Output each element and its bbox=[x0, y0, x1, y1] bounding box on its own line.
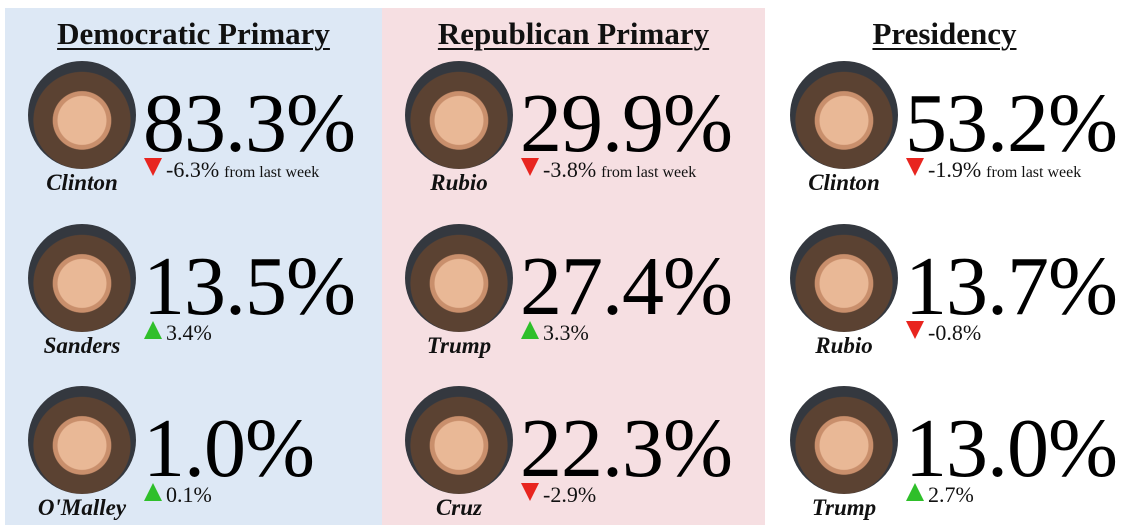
arrow-down bbox=[521, 483, 539, 501]
change-note: from last week bbox=[601, 164, 696, 181]
candidate-name: Clinton bbox=[774, 170, 914, 196]
weekly-change: 2.7% bbox=[906, 482, 974, 508]
candidate-name: Trump bbox=[389, 333, 529, 359]
arrow-down bbox=[906, 158, 924, 176]
percent: 83.3% bbox=[143, 82, 355, 166]
change-value: 3.4% bbox=[166, 320, 212, 345]
arrow-up bbox=[906, 483, 924, 501]
weekly-change: -1.9% from last week bbox=[906, 157, 1081, 183]
change-value: -3.8% bbox=[543, 157, 596, 182]
percent: 53.2% bbox=[905, 82, 1117, 166]
candidate-name: Rubio bbox=[389, 170, 529, 196]
panel: Democratic Primary Clinton 83.3%-6.3% from … bbox=[5, 8, 382, 525]
percent: 13.7% bbox=[905, 245, 1117, 329]
change-value: 2.7% bbox=[928, 482, 974, 507]
change-value: -1.9% bbox=[928, 157, 981, 182]
candidate-photo bbox=[790, 386, 898, 494]
percent: 29.9% bbox=[520, 82, 732, 166]
percent: 13.5% bbox=[143, 245, 355, 329]
change-value: 3.3% bbox=[543, 320, 589, 345]
arrow-up bbox=[521, 321, 539, 339]
panel: Republican Primary Rubio 29.9%-3.8% from la… bbox=[382, 8, 765, 525]
candidate-name: Clinton bbox=[12, 170, 152, 196]
change-value: -0.8% bbox=[928, 320, 981, 345]
candidate-name: Trump bbox=[774, 495, 914, 521]
arrow-down bbox=[144, 158, 162, 176]
weekly-change: 3.3% bbox=[521, 320, 589, 346]
weekly-change: 0.1% bbox=[144, 482, 212, 508]
candidate-photo bbox=[405, 224, 513, 332]
candidate-photo bbox=[790, 224, 898, 332]
percent: 22.3% bbox=[520, 407, 732, 491]
panel-title: Presidency bbox=[767, 16, 1122, 52]
change-value: -2.9% bbox=[543, 482, 596, 507]
panel: Presidency Clinton 53.2%-1.9% from last wee… bbox=[767, 8, 1122, 525]
arrow-down bbox=[521, 158, 539, 176]
weekly-change: -2.9% bbox=[521, 482, 596, 508]
arrow-up bbox=[144, 483, 162, 501]
candidate-photo bbox=[405, 386, 513, 494]
candidate-photo bbox=[28, 386, 136, 494]
arrow-down bbox=[906, 321, 924, 339]
panel-title: Democratic Primary bbox=[5, 16, 382, 52]
candidate-photo bbox=[405, 61, 513, 169]
weekly-change: 3.4% bbox=[144, 320, 212, 346]
panel-title: Republican Primary bbox=[382, 16, 765, 52]
candidate-name: O'Malley bbox=[12, 495, 152, 521]
candidate-name: Rubio bbox=[774, 333, 914, 359]
candidate-photo bbox=[790, 61, 898, 169]
weekly-change: -0.8% bbox=[906, 320, 981, 346]
weekly-change: -6.3% from last week bbox=[144, 157, 319, 183]
change-value: -6.3% bbox=[166, 157, 219, 182]
percent: 1.0% bbox=[143, 407, 314, 491]
change-value: 0.1% bbox=[166, 482, 212, 507]
weekly-change: -3.8% from last week bbox=[521, 157, 696, 183]
arrow-up bbox=[144, 321, 162, 339]
candidate-photo bbox=[28, 61, 136, 169]
percent: 13.0% bbox=[905, 407, 1117, 491]
candidate-photo bbox=[28, 224, 136, 332]
change-note: from last week bbox=[224, 164, 319, 181]
candidate-name: Cruz bbox=[389, 495, 529, 521]
percent: 27.4% bbox=[520, 245, 732, 329]
change-note: from last week bbox=[986, 164, 1081, 181]
screenshot: Democratic Primary Clinton 83.3%-6.3% from … bbox=[0, 0, 1124, 525]
candidate-name: Sanders bbox=[12, 333, 152, 359]
